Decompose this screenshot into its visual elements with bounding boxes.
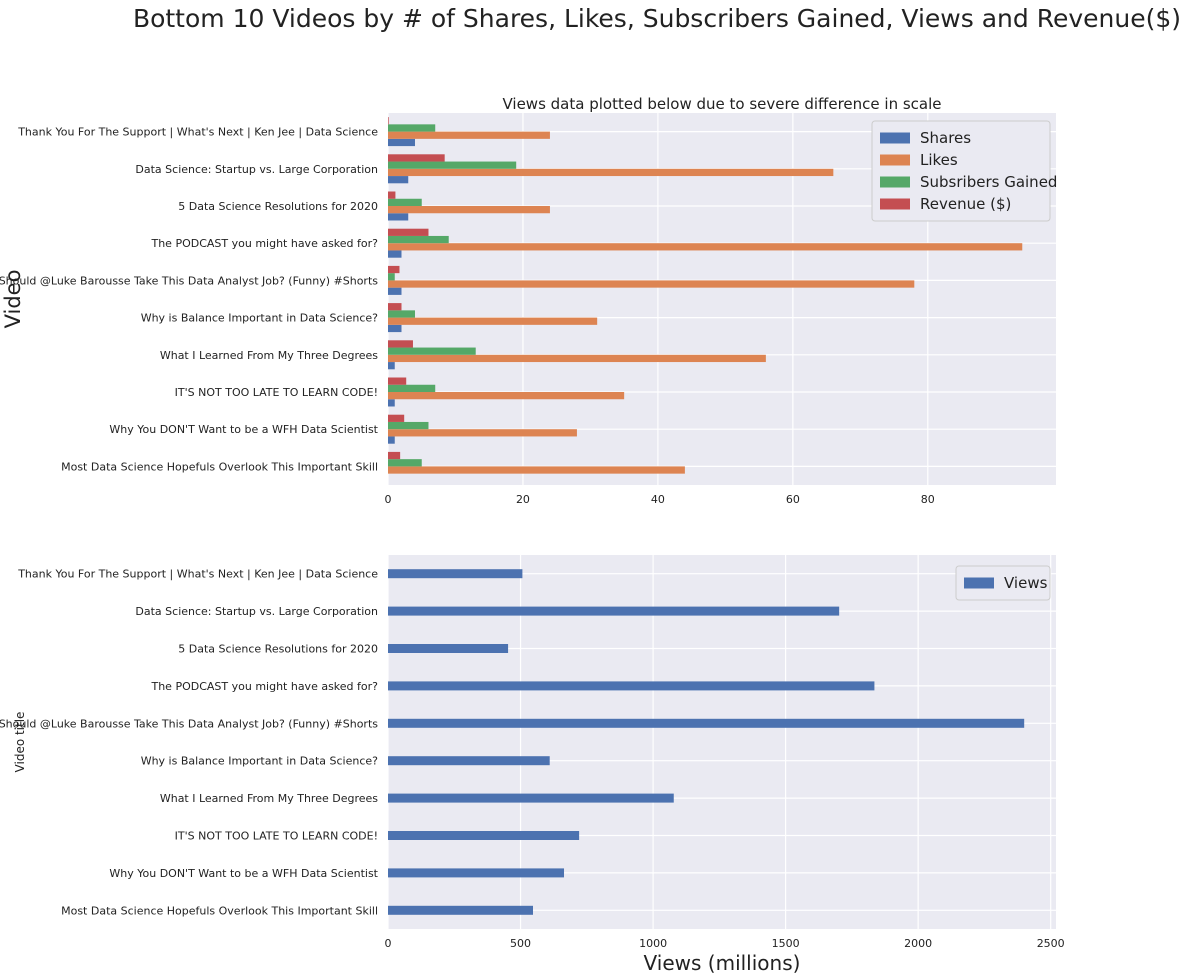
bar-views [388,756,550,766]
bar-revenue- [388,265,400,274]
bar-subsribers-gained [388,347,476,355]
bar-views [388,831,580,840]
y-tick-label: The PODCAST you might have asked for? [150,680,378,693]
y-tick-label: What I Learned From My Three Degrees [160,792,378,805]
x-tick-label: 1500 [772,937,800,950]
bar-subsribers-gained [388,124,436,132]
legend-label: Shares [920,129,971,147]
y-tick-label: Thank You For The Support | What's Next … [17,568,378,581]
bar-views [388,569,523,579]
bar-revenue- [388,228,429,236]
bar-subsribers-gained [388,421,429,430]
y-tick-label: Why is Balance Important in Data Science… [141,755,378,768]
x-tick-label: 0 [385,493,392,506]
x-tick-label: 40 [651,493,665,506]
bar-likes [388,131,550,139]
bar-revenue- [388,154,445,162]
bar-likes [388,168,834,177]
bar-revenue- [388,451,401,460]
bar-shares [388,399,395,407]
bar-revenue- [388,377,407,385]
bar-shares [388,436,395,444]
y-tick-label: 5 Data Science Resolutions for 2020 [178,643,378,656]
y-tick-label: Why is Balance Important in Data Science… [141,312,378,325]
y-tick-label: Thank You For The Support | What's Next … [17,126,378,139]
bar-likes [388,243,1023,251]
bar-revenue- [388,414,405,422]
bar-shares [388,176,409,184]
legend-label: Subsribers Gained [920,173,1057,191]
y-axis-label: Video [1,270,25,329]
y-axis-label: Video title [13,712,27,773]
y-tick-label: Most Data Science Hopefuls Overlook This… [61,460,378,473]
x-tick-label: 0 [385,937,392,950]
legend-label: Views [1004,574,1048,592]
bar-likes [388,206,550,214]
bar-subsribers-gained [388,384,436,392]
x-tick-label: 80 [921,493,935,506]
bar-shares [388,287,402,295]
bar-shares [388,324,402,333]
legend-swatch [880,154,910,166]
legend-label: Likes [920,151,958,169]
legend-swatch [880,132,910,144]
y-tick-label: Should @Luke Barousse Take This Data Ana… [0,274,378,287]
y-tick-label: The PODCAST you might have asked for? [150,237,378,250]
y-tick-label: Data Science: Startup vs. Large Corporat… [135,605,378,618]
legend-box [955,565,1051,601]
bar-views [388,868,565,878]
y-tick-label: Most Data Science Hopefuls Overlook This… [61,904,378,917]
bar-shares [388,362,395,370]
legend-label: Revenue ($) [920,195,1011,213]
bar-revenue- [388,191,396,199]
legend-swatch [964,577,994,589]
x-tick-label: 60 [786,493,800,506]
bar-subsribers-gained [388,161,517,169]
bar-subsribers-gained [388,198,422,206]
chart-suptitle: Bottom 10 Videos by # of Shares, Likes, … [132,4,1181,33]
x-axis-label: Views (millions) [644,951,801,975]
bar-views [388,793,674,803]
y-tick-label: 5 Data Science Resolutions for 2020 [178,200,378,213]
x-tick-label: 500 [510,937,531,950]
bar-views [388,681,875,691]
y-tick-label: What I Learned From My Three Degrees [160,349,378,362]
bar-views [388,644,509,653]
y-tick-label: Data Science: Startup vs. Large Corporat… [135,163,378,176]
x-tick-label: 20 [516,493,530,506]
bar-likes [388,354,766,363]
bar-shares [388,213,409,221]
bar-likes [388,429,577,437]
bar-likes [388,317,598,325]
bar-likes [388,392,625,400]
bar-shares [388,138,415,147]
x-tick-label: 2000 [904,937,932,950]
x-tick-label: 1000 [639,937,667,950]
y-tick-label: Why You DON'T Want to be a WFH Data Scie… [109,867,378,880]
legend-box [871,120,1051,222]
x-tick-label: 2500 [1037,937,1065,950]
bar-likes [388,466,685,474]
y-tick-label: IT'S NOT TOO LATE TO LEARN CODE! [175,386,378,399]
bar-subsribers-gained [388,273,395,281]
subplot-title: Views data plotted below due to severe d… [502,95,941,113]
bar-views [388,905,533,915]
y-tick-label: Why You DON'T Want to be a WFH Data Scie… [109,423,378,436]
bar-revenue- [388,117,389,125]
y-tick-label: IT'S NOT TOO LATE TO LEARN CODE! [175,830,378,843]
bar-subsribers-gained [388,310,415,318]
bar-revenue- [388,303,402,311]
plot-background-2 [388,555,1056,929]
bar-views [388,606,840,616]
legend-swatch [880,176,910,188]
bar-likes [388,280,915,288]
bar-revenue- [388,340,413,348]
bar-subsribers-gained [388,235,449,244]
legend-swatch [880,198,910,210]
bar-subsribers-gained [388,459,422,467]
y-tick-label: Should @Luke Barousse Take This Data Ana… [0,717,378,730]
bar-shares [388,250,402,258]
bar-views [388,718,1025,728]
